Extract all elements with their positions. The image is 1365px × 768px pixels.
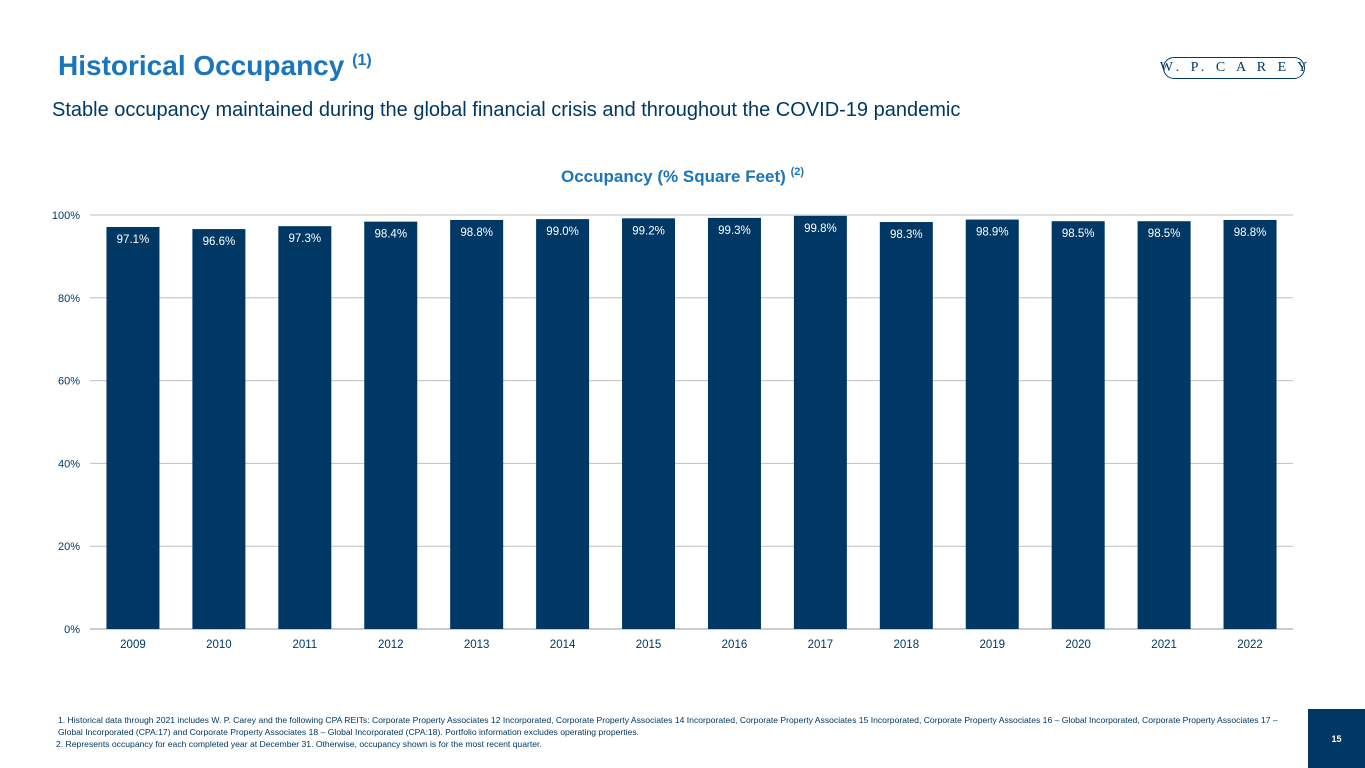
y-tick-label: 40% [58,458,80,470]
bar-layer [106,215,1277,630]
y-tick-label: 80% [58,293,80,305]
x-tick-label: 2009 [120,639,146,651]
footnotes: 1. Historical data through 2021 includes… [56,714,1278,750]
logo-text: W. P. C A R E Y [1159,60,1312,75]
bar-2019 [965,219,1019,629]
bar-2021 [1137,221,1191,629]
data-label: 98.9% [976,227,1009,239]
bar-2016 [707,217,761,629]
bar-2020 [1051,221,1105,629]
x-tick-label: 2021 [1151,639,1177,651]
bar-2009 [106,227,160,630]
bar-2014 [536,219,590,629]
bar-2017 [793,215,847,629]
page-title: Historical Occupancy (1) [58,50,372,82]
data-label: 97.3% [289,233,322,245]
chart-title-text: Occupancy (% Square Feet) [560,167,786,186]
data-label: 99.0% [546,226,579,238]
x-tick-label: 2015 [636,639,662,651]
x-tick-label: 2022 [1237,639,1263,651]
x-tick-label: 2012 [378,639,404,651]
grid-layer [90,214,1293,630]
x-tick-label: 2011 [292,639,317,651]
bar-2011 [278,226,332,630]
x-tick-label: 2019 [979,639,1005,651]
occupancy-bar-chart: 0% 20% 40% 60% 80% 100% 97.1% 2009 96.6% 2010 97.3… [52,210,1293,651]
data-label: 98.5% [1062,228,1095,240]
page-number-badge: 15 [1308,709,1365,768]
data-label: 98.8% [1234,227,1267,239]
data-label: 97.1% [117,234,150,246]
bar-2013 [450,219,504,629]
chart-title: Occupancy (% Square Feet) (2) [0,166,1365,187]
x-tick-label: 2016 [722,639,748,651]
y-tick-label: 60% [58,376,80,388]
bar-2012 [364,221,418,629]
chart-title-footnote-marker: (2) [790,166,805,178]
bar-2010 [192,229,246,630]
company-logo: W. P. C A R E Y [1160,57,1307,79]
x-tick-label: 2020 [1065,639,1091,651]
x-tick-label: 2018 [894,639,920,651]
x-tick-label: 2017 [808,639,834,651]
bar-2022 [1223,219,1277,629]
data-label: 99.3% [718,225,751,237]
y-tick-label: 20% [58,541,80,553]
data-label: 98.5% [1148,228,1181,240]
footnote-1: 1. Historical data through 2021 includes… [58,715,1278,737]
y-tick-label: 0% [64,624,80,636]
data-label: 98.3% [890,229,923,241]
bar-2018 [879,222,933,629]
data-label: 98.4% [374,229,407,241]
y-tick-label: 100% [52,210,80,222]
page-subtitle: Stable occupancy maintained during the g… [52,99,961,121]
bar-2015 [622,218,676,629]
x-tick-label: 2010 [206,639,232,651]
page-title-text: Historical Occupancy [58,50,345,81]
title-footnote-marker: (1) [352,52,372,69]
page-number: 15 [1331,733,1342,744]
x-tick-label: 2013 [464,639,490,651]
x-tick-label: 2014 [550,639,576,651]
label-layer: 0% 20% 40% 60% 80% 100% 97.1% 2009 96.6% 2010 97.3… [52,210,1266,651]
data-label: 98.8% [460,227,493,239]
data-label: 99.2% [632,225,665,237]
data-label: 96.6% [203,236,236,248]
footnote-2: 2. Represents occupancy for each complet… [56,739,542,749]
data-label: 99.8% [804,223,837,235]
